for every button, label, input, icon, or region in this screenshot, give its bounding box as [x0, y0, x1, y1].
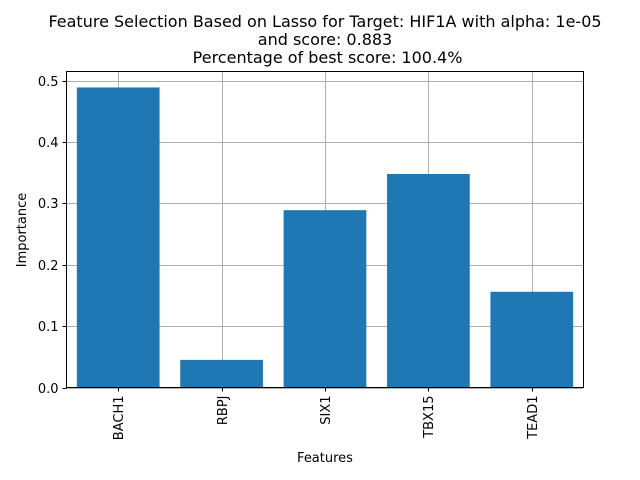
- y-tick-label: 0.3: [38, 197, 59, 212]
- bar-tbx15: [387, 173, 470, 388]
- x-axis-ticks: BACH1 RBPJ SIX1 TBX15 TEAD1: [112, 387, 541, 441]
- bar-rbpj: [180, 359, 263, 388]
- y-tick-label: 0.4: [38, 136, 59, 151]
- bar-tead1: [490, 291, 574, 388]
- x-tick-label: BACH1: [112, 396, 127, 441]
- y-tick-label: 0.0: [38, 382, 59, 397]
- x-tick-label: TEAD1: [526, 396, 541, 440]
- x-tick-label: SIX1: [319, 396, 334, 425]
- bars: [76, 87, 574, 388]
- bar-six1: [283, 210, 367, 388]
- y-tick-label: 0.5: [38, 75, 59, 90]
- bar-bach1: [76, 87, 160, 388]
- y-tick-label: 0.1: [38, 320, 59, 335]
- chart-title: Feature Selection Based on Lasso for Tar…: [48, 12, 601, 67]
- x-axis-label: Features: [297, 451, 353, 466]
- y-tick-label: 0.2: [38, 259, 59, 274]
- x-tick-label: RBPJ: [216, 396, 231, 426]
- y-axis-ticks: 0.0 0.1 0.2 0.3 0.4 0.5: [38, 75, 67, 397]
- y-axis-label: Importance: [15, 193, 30, 268]
- chart-title-line-2: and score: 0.883: [258, 30, 392, 49]
- x-tick-label: TBX15: [422, 396, 437, 439]
- chart-title-line-1: Feature Selection Based on Lasso for Tar…: [48, 12, 601, 31]
- chart-title-line-3: Percentage of best score: 100.4%: [188, 48, 463, 67]
